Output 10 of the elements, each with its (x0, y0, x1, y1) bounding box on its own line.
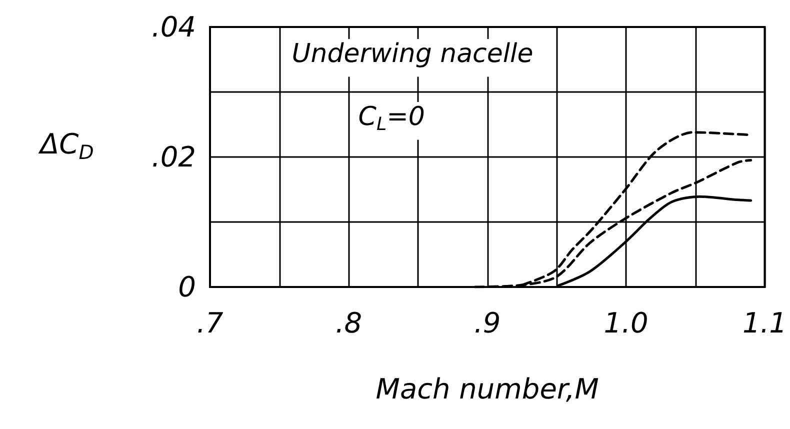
y-tick-label: 0 (178, 270, 196, 304)
x-tick-label: 1.0 (604, 306, 648, 340)
x-tick-label: 1.1 (742, 306, 787, 340)
x-axis-title: Mach number,M (376, 372, 599, 406)
x-tick-label: .9 (474, 306, 501, 340)
x-tick-label: .7 (196, 306, 224, 340)
y-tick-label: .02 (151, 140, 196, 174)
annotation: Underwing nacelle (292, 39, 534, 69)
y-tick-label: .04 (151, 10, 196, 44)
x-tick-label: .8 (335, 306, 362, 340)
